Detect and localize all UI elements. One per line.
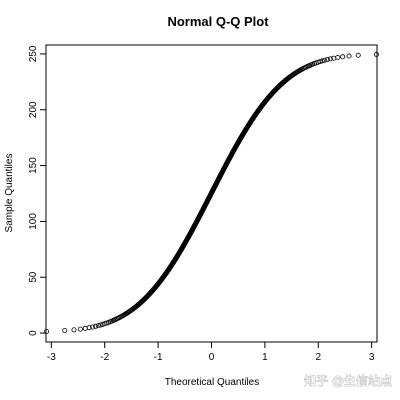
qq-point bbox=[77, 326, 83, 332]
qq-point bbox=[373, 51, 379, 57]
x-axis-label: Theoretical Quantiles bbox=[165, 377, 260, 388]
qq-point bbox=[335, 55, 341, 61]
data-points bbox=[44, 51, 379, 334]
qq-point bbox=[44, 328, 50, 334]
qq-point bbox=[82, 325, 88, 331]
y-axis: 0 50 100 150 200 250 bbox=[28, 45, 46, 336]
qq-point bbox=[355, 52, 361, 58]
qq-point bbox=[322, 57, 328, 63]
watermark-text: 知乎 @生信站点 bbox=[304, 374, 392, 388]
qq-point bbox=[90, 324, 96, 330]
y-tick-label: 100 bbox=[28, 213, 39, 230]
y-tick-label: 50 bbox=[28, 271, 39, 283]
qq-point bbox=[95, 323, 101, 329]
y-tick-label: 0 bbox=[28, 330, 39, 336]
x-axis: -3 -2 -1 0 1 2 3 bbox=[47, 342, 375, 363]
qq-point bbox=[317, 59, 323, 65]
qq-point bbox=[340, 54, 346, 60]
qq-point bbox=[62, 328, 68, 334]
qq-point bbox=[324, 57, 330, 63]
x-tick-label: 1 bbox=[262, 352, 268, 363]
x-tick-label: 3 bbox=[369, 352, 375, 363]
y-tick-label: 150 bbox=[28, 157, 39, 174]
qq-point bbox=[86, 325, 92, 331]
y-tick-label: 200 bbox=[28, 101, 39, 118]
x-tick-label: -2 bbox=[100, 352, 109, 363]
x-tick-label: -3 bbox=[47, 352, 56, 363]
qq-point bbox=[98, 322, 104, 328]
x-tick-label: 2 bbox=[315, 352, 321, 363]
x-tick-label: -1 bbox=[154, 352, 163, 363]
y-axis-label: Sample Quantiles bbox=[4, 154, 15, 233]
qq-point bbox=[327, 56, 333, 62]
x-tick-label: 0 bbox=[209, 352, 215, 363]
qq-point bbox=[93, 323, 99, 329]
qq-point bbox=[346, 53, 352, 59]
chart-title: Normal Q-Q Plot bbox=[167, 14, 269, 29]
qq-point bbox=[71, 327, 77, 333]
qq-point bbox=[319, 58, 325, 64]
y-tick-label: 250 bbox=[28, 45, 39, 62]
